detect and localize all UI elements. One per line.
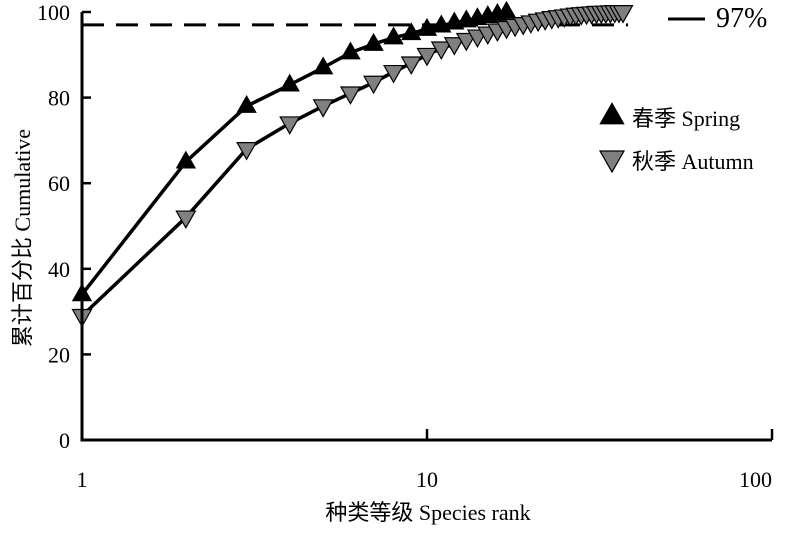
y-tick-label: 20: [48, 342, 70, 367]
reference-line-label: 97%: [716, 3, 767, 34]
legend-autumn-icon: [598, 150, 626, 174]
autumn-marker: [279, 116, 301, 135]
y-tick-label: 80: [48, 86, 70, 111]
autumn-marker: [400, 56, 422, 75]
autumn-marker: [455, 32, 477, 52]
y-tick-label: 40: [48, 257, 70, 282]
x-tick-label: 1: [77, 467, 88, 492]
spring-marker: [340, 41, 361, 60]
x-tick-label: 10: [416, 467, 438, 492]
spring-marker: [496, 0, 517, 19]
y-axis-title: 累计百分比 Cumulative: [10, 129, 35, 347]
spring-marker: [363, 32, 384, 51]
autumn-marker: [312, 99, 334, 118]
autumn-marker: [416, 47, 438, 67]
autumn-marker: [363, 75, 385, 95]
legend-spring-icon: [599, 102, 625, 125]
autumn-marker: [383, 64, 405, 84]
series-layer: [71, 0, 634, 328]
spring-marker: [312, 56, 334, 75]
legend-autumn-label: 秋季 Autumn: [632, 149, 754, 174]
spring-marker: [383, 26, 404, 45]
autumn-marker: [443, 37, 465, 56]
x-axis-title: 种类等级 Species rank: [325, 500, 530, 525]
autumn-marker: [430, 41, 452, 60]
spring-marker: [236, 94, 257, 113]
y-tick-label: 0: [59, 428, 70, 453]
spring-marker: [175, 150, 197, 169]
spring-marker: [401, 22, 422, 41]
y-tick-label: 100: [37, 0, 70, 25]
autumn-marker: [236, 142, 258, 161]
legend: 春季 Spring 秋季 Autumn: [598, 102, 754, 174]
autumn-marker: [612, 5, 634, 24]
axes-layer: 0 20 40 60 80 100 1 10 100: [37, 0, 774, 492]
autumn-marker: [339, 86, 361, 105]
legend-spring-label: 春季 Spring: [632, 106, 740, 131]
x-tick-label: 100: [739, 467, 772, 492]
y-tick-label: 60: [48, 171, 70, 196]
spring-marker: [279, 73, 300, 92]
autumn-marker: [175, 210, 197, 230]
